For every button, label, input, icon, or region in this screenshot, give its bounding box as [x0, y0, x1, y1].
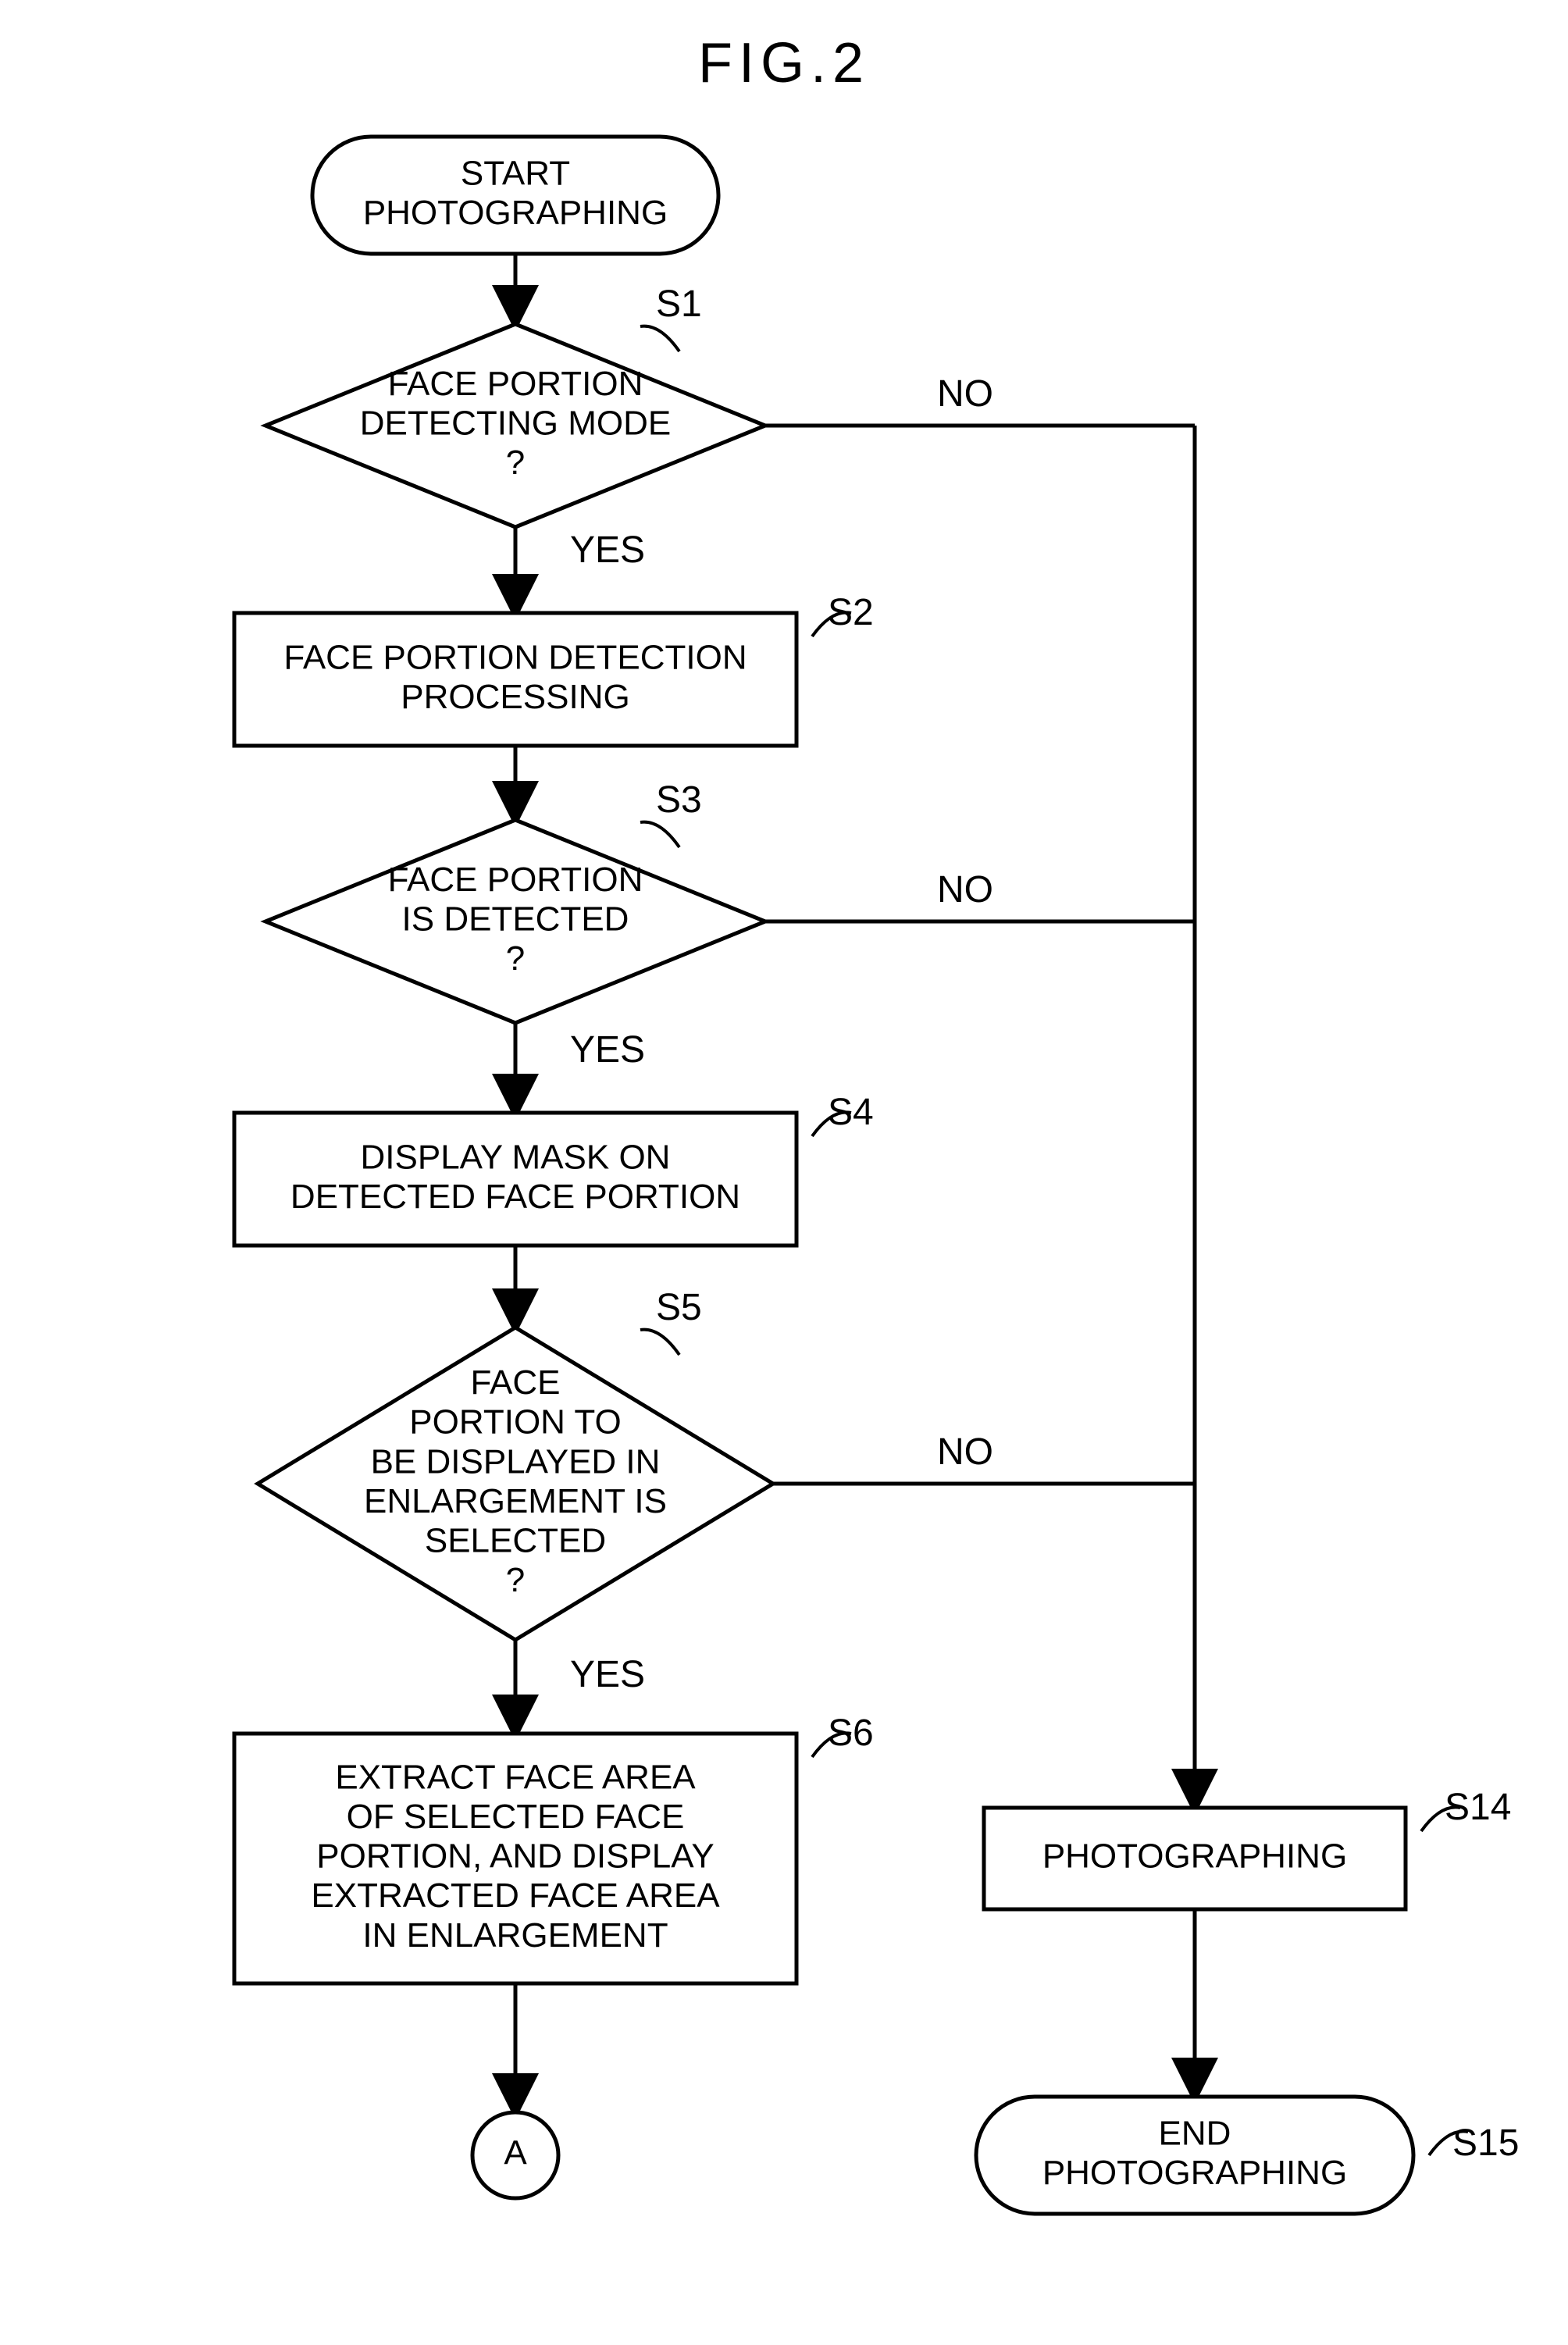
node-s15: ENDPHOTOGRAPHING S15 — [976, 2097, 1519, 2214]
edge-label-s3-s4: YES — [570, 1029, 645, 1071]
step-label-s15: S15 — [1452, 2122, 1519, 2164]
s4-text: DETECTED FACE PORTION — [290, 1178, 740, 1216]
s4-text: DISPLAY MASK ON — [361, 1138, 671, 1176]
step-label-s3: S3 — [656, 779, 702, 821]
node-s14: PHOTOGRAPHINGS14 — [984, 1787, 1511, 1909]
s6-text: PORTION, AND DISPLAY — [316, 1837, 714, 1876]
edge-label-s1-s2: YES — [570, 529, 645, 571]
s5-text: SELECTED — [425, 1522, 606, 1560]
edge-label-s5-bus: NO — [937, 1431, 993, 1473]
s5-text: ? — [506, 1561, 525, 1599]
node-s6: EXTRACT FACE AREAOF SELECTED FACEPORTION… — [234, 1712, 874, 1983]
label-leader-2 — [640, 822, 679, 847]
s5-text: PORTION TO — [409, 1403, 621, 1442]
s14-text: PHOTOGRAPHING — [1042, 1837, 1347, 1876]
label-leader-0 — [640, 326, 679, 351]
node-A: A — [472, 2112, 558, 2198]
start-text: START — [461, 154, 570, 192]
node-s2: FACE PORTION DETECTIONPROCESSINGS2 — [234, 592, 874, 746]
s3-text: ? — [506, 939, 525, 978]
label-leader-4 — [640, 1330, 679, 1355]
s5-text: BE DISPLAYED IN — [371, 1442, 661, 1481]
s5-text: ENLARGEMENT IS — [364, 1482, 667, 1520]
edge-label-s5-s6: YES — [570, 1654, 645, 1695]
step-label-s5: S5 — [656, 1287, 702, 1328]
s6-text: OF SELECTED FACE — [347, 1798, 685, 1836]
node-start: STARTPHOTOGRAPHING — [312, 137, 718, 254]
s6-text: EXTRACTED FACE AREA — [311, 1876, 720, 1915]
edge-label-s3-bus: NO — [937, 869, 993, 911]
step-label-s1: S1 — [656, 283, 702, 325]
s3-text: FACE PORTION — [388, 861, 643, 899]
s2-text: PROCESSING — [401, 678, 629, 716]
s1-text: FACE PORTION — [388, 365, 643, 403]
A-text: A — [504, 2134, 527, 2172]
s15-text: END — [1159, 2114, 1231, 2152]
s1-text: ? — [506, 444, 525, 482]
s5-text: FACE — [471, 1363, 561, 1402]
s1-text: DETECTING MODE — [360, 404, 671, 443]
s15-text: PHOTOGRAPHING — [1042, 2154, 1347, 2192]
node-s4: DISPLAY MASK ONDETECTED FACE PORTIONS4 — [234, 1092, 874, 1246]
start-text: PHOTOGRAPHING — [363, 194, 668, 232]
s3-text: IS DETECTED — [402, 900, 629, 939]
edge-label-s1-bus: NO — [937, 373, 993, 415]
node-s5: FACEPORTION TOBE DISPLAYED INENLARGEMENT… — [258, 1287, 773, 1640]
s2-text: FACE PORTION DETECTION — [283, 638, 747, 676]
s6-text: IN ENLARGEMENT — [362, 1916, 668, 1955]
s6-text: EXTRACT FACE AREA — [335, 1758, 696, 1796]
flowchart-canvas: YESYESYESNONONO STARTPHOTOGRAPHINGFACE P… — [0, 0, 1568, 2345]
